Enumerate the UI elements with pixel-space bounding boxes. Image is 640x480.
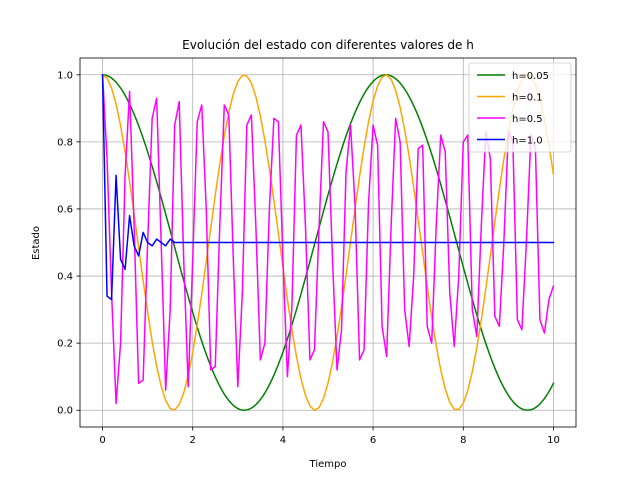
legend-entry-label: h=0.5: [512, 114, 543, 125]
x-tick-label: 10: [547, 435, 560, 446]
series-lines: [101, 73, 555, 411]
x-tick-label: 8: [460, 435, 466, 446]
y-axis-label: Estado: [31, 226, 42, 260]
legend: h=0.05 h=0.1 h=0.5 h=1.0: [468, 62, 572, 153]
x-tick-label: 4: [280, 435, 286, 446]
series-line-1: [101, 73, 555, 411]
chart-title: Evolución del estado con diferentes valo…: [182, 38, 474, 52]
x-tick-label: 2: [190, 435, 196, 446]
x-tick-label: 6: [370, 435, 376, 446]
plot-area-frame: [79, 57, 577, 428]
x-tick-label: 0: [99, 435, 105, 446]
legend-entry-label: h=0.05: [512, 71, 549, 82]
series-line-2: [101, 73, 555, 411]
y-tick-label: 1.0: [57, 70, 73, 81]
y-tick-label: 0.4: [57, 272, 73, 283]
y-tick-label: 0.0: [57, 406, 73, 417]
y-tick-label: 0.8: [57, 137, 73, 148]
legend-box: [468, 62, 572, 153]
legend-entry-label: h=0.1: [512, 93, 543, 104]
series-line-4: [101, 74, 555, 301]
y-tick-label: 0.6: [57, 204, 73, 215]
legend-entry-label: h=1.0: [512, 136, 543, 147]
x-axis-label: Tiempo: [309, 459, 347, 470]
y-tick-label: 0.2: [57, 339, 73, 350]
series-line-3: [101, 73, 555, 405]
axis-ticks: 0 2 4 6 8 10 0.0 0.2 0.4 0.6 0.8 1.0: [57, 70, 560, 446]
